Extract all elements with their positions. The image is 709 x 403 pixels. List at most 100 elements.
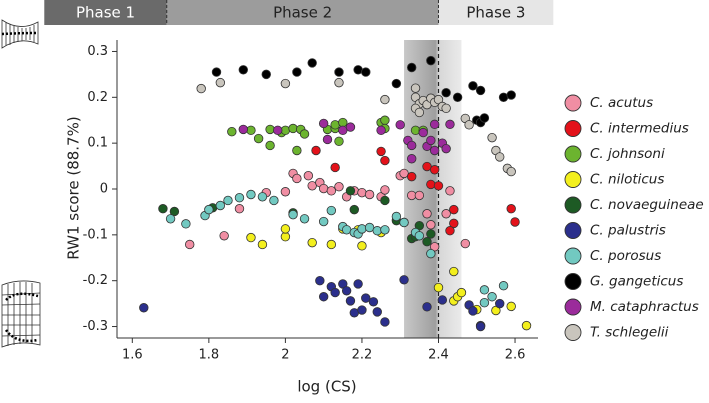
point <box>380 155 390 166</box>
y-tick-label: -0.3 <box>83 319 108 334</box>
point <box>475 321 486 332</box>
point <box>487 132 497 143</box>
point <box>506 90 516 100</box>
point <box>426 55 436 66</box>
point <box>399 217 409 228</box>
point <box>391 78 402 89</box>
point <box>330 162 340 173</box>
x-tick-label: 2.6 <box>505 348 526 363</box>
point <box>246 189 256 200</box>
point <box>338 117 348 128</box>
legend-marker <box>564 273 582 290</box>
point <box>315 275 325 286</box>
point <box>437 295 448 305</box>
shape-icon-bottom <box>1 280 41 348</box>
point <box>299 129 310 139</box>
point <box>280 187 291 197</box>
legend-marker <box>564 171 582 188</box>
point <box>495 152 505 162</box>
point <box>334 136 344 147</box>
point <box>215 77 226 88</box>
point <box>380 115 390 125</box>
point <box>441 88 451 98</box>
point <box>288 209 298 220</box>
point <box>269 195 279 206</box>
point <box>445 186 455 196</box>
point <box>495 298 505 309</box>
point <box>449 204 459 215</box>
point <box>452 92 463 103</box>
point <box>326 205 337 216</box>
point <box>399 275 409 285</box>
legend-marker <box>564 222 582 239</box>
point <box>234 193 245 203</box>
point <box>380 195 390 206</box>
point <box>364 189 375 200</box>
shape-icon-top <box>1 19 39 49</box>
point <box>273 125 283 136</box>
point <box>357 224 367 234</box>
point <box>391 211 402 222</box>
point <box>334 182 344 192</box>
x-tick-label: 2.4 <box>428 348 449 363</box>
phase-label: Phase 3 <box>466 4 525 22</box>
point <box>414 231 425 241</box>
point <box>326 239 337 250</box>
point <box>353 279 363 289</box>
point <box>292 67 302 77</box>
y-tick-label: -0.2 <box>83 273 108 288</box>
point <box>479 297 490 308</box>
point <box>506 204 516 214</box>
point <box>468 306 478 316</box>
point <box>361 67 371 77</box>
point <box>506 301 516 312</box>
point <box>460 238 470 249</box>
point <box>361 293 371 303</box>
point <box>414 190 425 201</box>
point <box>407 171 417 182</box>
point <box>372 307 382 317</box>
point <box>422 237 432 247</box>
point <box>185 239 195 250</box>
point <box>376 146 386 157</box>
point <box>380 94 390 105</box>
point <box>510 217 520 227</box>
point <box>345 186 356 196</box>
point <box>464 120 474 130</box>
point <box>215 200 226 211</box>
y-axis-title: RW1 score (88.7%) <box>65 116 83 259</box>
point <box>257 239 268 250</box>
point <box>357 187 367 198</box>
point <box>429 145 440 156</box>
legend-label: C. porosus <box>590 248 661 264</box>
point <box>498 281 509 291</box>
point <box>441 209 451 219</box>
phase-band <box>44 0 167 25</box>
point <box>426 135 436 146</box>
point <box>468 81 478 91</box>
y-tick-label: 0.1 <box>87 136 108 151</box>
point <box>246 232 256 243</box>
point <box>395 120 405 130</box>
point <box>426 229 436 239</box>
x-tick-label: 1.8 <box>199 348 220 363</box>
point <box>330 287 340 298</box>
x-tick-label: 2.2 <box>352 348 373 363</box>
x-tick-label: 2 <box>281 348 289 363</box>
point <box>181 219 191 229</box>
point <box>238 65 249 75</box>
point <box>376 125 386 136</box>
x-axis-title: log (CS) <box>297 378 356 396</box>
point <box>433 181 444 191</box>
phase-label: Phase 1 <box>76 4 135 22</box>
legend-marker <box>564 145 582 163</box>
point <box>445 119 455 130</box>
point <box>299 214 310 224</box>
point <box>265 124 275 135</box>
point <box>334 67 344 77</box>
point <box>372 226 382 236</box>
point <box>380 317 390 327</box>
point <box>506 166 516 177</box>
point <box>280 231 291 242</box>
